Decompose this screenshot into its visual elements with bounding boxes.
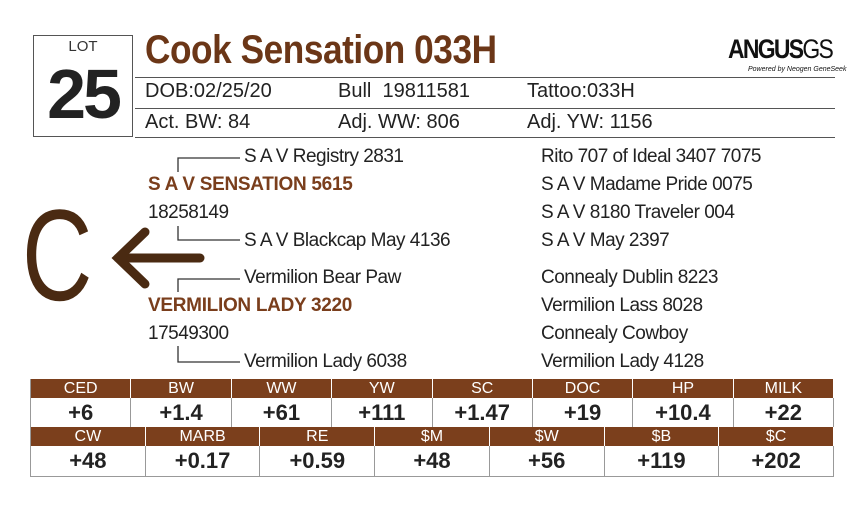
title: Cook Sensation 033H xyxy=(145,28,497,72)
pedigree-name: 17549300 xyxy=(148,323,229,344)
epd-value: +1.47 xyxy=(432,398,533,429)
info-field: Adj. WW: 806 xyxy=(338,111,460,133)
rule xyxy=(135,77,835,78)
lot-box xyxy=(33,35,133,137)
epd-value: +61 xyxy=(231,398,333,429)
epd-header: WW xyxy=(231,379,333,398)
pedigree-name: 18258149 xyxy=(148,202,229,223)
epd-header: CW xyxy=(31,427,146,446)
info-field: Tattoo:033H xyxy=(527,80,635,102)
epd-header: SC xyxy=(432,379,533,398)
epd-value: +56 xyxy=(489,446,605,477)
info-field: Bull 19811581 xyxy=(338,80,470,102)
pedigree-name: VERMILION LADY 3220 xyxy=(148,295,353,316)
epd-header: HP xyxy=(633,379,734,398)
epd-header: $B xyxy=(604,427,720,446)
epd-header: RE xyxy=(260,427,376,446)
epd-value: +6 xyxy=(31,398,132,429)
pedigree-name: Vermilion Bear Paw xyxy=(244,267,401,288)
epd-header: MILK xyxy=(733,379,834,398)
pedigree-name: S A V Registry 2831 xyxy=(244,146,404,167)
grandparent: S A V May 2397 xyxy=(541,230,670,251)
epd-value: +22 xyxy=(733,398,834,429)
grandparent: Vermilion Lady 4128 xyxy=(541,351,704,372)
epd-header: DOC xyxy=(532,379,634,398)
epd-value: +111 xyxy=(332,398,433,429)
pedigree-name: S A V SENSATION 5615 xyxy=(148,174,353,195)
epd-table: CW MARB RE $M $W $B $C +48 +0.17 +0.59 +48 +56 +119 +… xyxy=(30,427,834,477)
epd-value: +1.4 xyxy=(131,398,232,429)
epd-header: BW xyxy=(131,379,232,398)
epd-value: +0.17 xyxy=(145,446,261,477)
grandparent: S A V 8180 Traveler 004 xyxy=(541,202,735,223)
info-field: Adj. YW: 1156 xyxy=(527,111,653,133)
epd-value: +0.59 xyxy=(260,446,376,477)
epd-header: MARB xyxy=(145,427,261,446)
grandparent: Connealy Dublin 8223 xyxy=(541,267,718,288)
info-field: Act. BW: 84 xyxy=(145,111,251,133)
epd-value: +19 xyxy=(532,398,634,429)
logo-suffix: GS xyxy=(802,34,833,64)
epd-value: +119 xyxy=(604,446,720,477)
epd-header: CED xyxy=(31,379,132,398)
lot-label: LOT xyxy=(68,38,98,55)
pedigree-name: Vermilion Lady 6038 xyxy=(244,351,407,372)
logo-tagline: Powered by Neogen GeneSeek xyxy=(748,66,847,73)
epd-table: CED BW WW YW SC DOC HP MILK +6 +1.4 +61 +111 +1.47 +1… xyxy=(30,379,834,429)
epd-value: +48 xyxy=(375,446,490,477)
info-field: DOB:02/25/20 xyxy=(145,80,272,102)
epd-value: +202 xyxy=(719,446,834,477)
grandparent: Connealy Cowboy xyxy=(541,323,688,344)
grandparent: Rito 707 of Ideal 3407 7075 xyxy=(541,146,761,167)
rule xyxy=(135,108,835,109)
logo: ANGUSGS xyxy=(728,34,834,65)
pedigree-name: S A V Blackcap May 4136 xyxy=(244,230,451,251)
grandparent: Vermilion Lass 8028 xyxy=(541,295,703,316)
rule xyxy=(135,137,835,138)
mating-mark: C xyxy=(22,182,93,328)
epd-header: $C xyxy=(719,427,834,446)
epd-header: $M xyxy=(375,427,490,446)
epd-value: +10.4 xyxy=(633,398,734,429)
lot-number: 25 xyxy=(47,55,122,133)
logo-brand: ANGUS xyxy=(728,34,804,64)
epd-header: $W xyxy=(489,427,605,446)
epd-header: YW xyxy=(332,379,433,398)
grandparent: S A V Madame Pride 0075 xyxy=(541,174,753,195)
epd-value: +48 xyxy=(31,446,146,477)
